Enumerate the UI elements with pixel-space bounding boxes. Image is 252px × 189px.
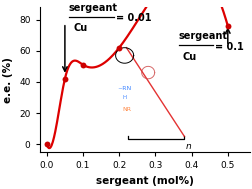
Text: sergeant: sergeant	[68, 3, 117, 13]
Point	[225, 24, 229, 27]
Text: ~RN: ~RN	[117, 86, 131, 91]
Point	[63, 77, 67, 80]
Y-axis label: e.e. (%): e.e. (%)	[4, 57, 13, 102]
Point	[81, 63, 85, 66]
X-axis label: sergeant (mol%): sergeant (mol%)	[95, 176, 193, 186]
Text: n: n	[185, 142, 191, 151]
Text: H: H	[122, 95, 127, 100]
Point	[45, 143, 49, 146]
Text: NR: NR	[122, 107, 131, 112]
Text: sergeant: sergeant	[178, 31, 227, 41]
Text: Cu: Cu	[74, 23, 88, 33]
Text: = 0.1: = 0.1	[214, 42, 243, 52]
Text: = 0.01: = 0.01	[115, 13, 150, 23]
Point	[117, 46, 121, 49]
Text: Cu: Cu	[182, 52, 196, 62]
